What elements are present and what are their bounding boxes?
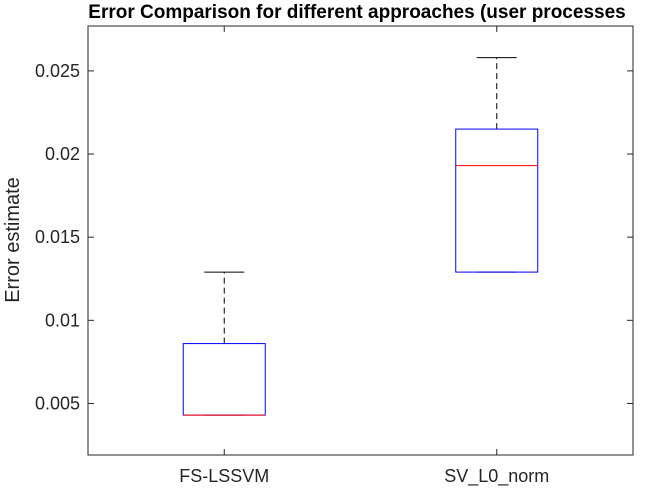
chart-title: Error Comparison for different approache…: [88, 2, 625, 23]
y-tick-label: 0.02: [45, 144, 80, 164]
x-axis: FS-LSSVM SV_L0_norm: [179, 26, 549, 487]
y-axis-label: Error estimate: [2, 177, 24, 303]
iqr-box: [182, 343, 266, 416]
y-tick-label: 0.01: [45, 310, 80, 330]
y-tick-label: 0.015: [35, 227, 80, 247]
y-tick-label: 0.025: [35, 61, 80, 81]
x-tick-label: FS-LSSVM: [179, 466, 269, 486]
y-tick-label: 0.005: [35, 393, 80, 413]
x-tick-label: SV_L0_norm: [444, 466, 549, 487]
iqr-box: [455, 128, 539, 273]
boxes-layer: [182, 57, 539, 416]
y-axis: 0.005 0.01 0.015 0.02 0.025: [35, 61, 633, 413]
box-sv-l0-norm: [455, 57, 539, 273]
axes-frame: [87, 25, 634, 456]
box-fs-lssvm: [182, 271, 266, 416]
